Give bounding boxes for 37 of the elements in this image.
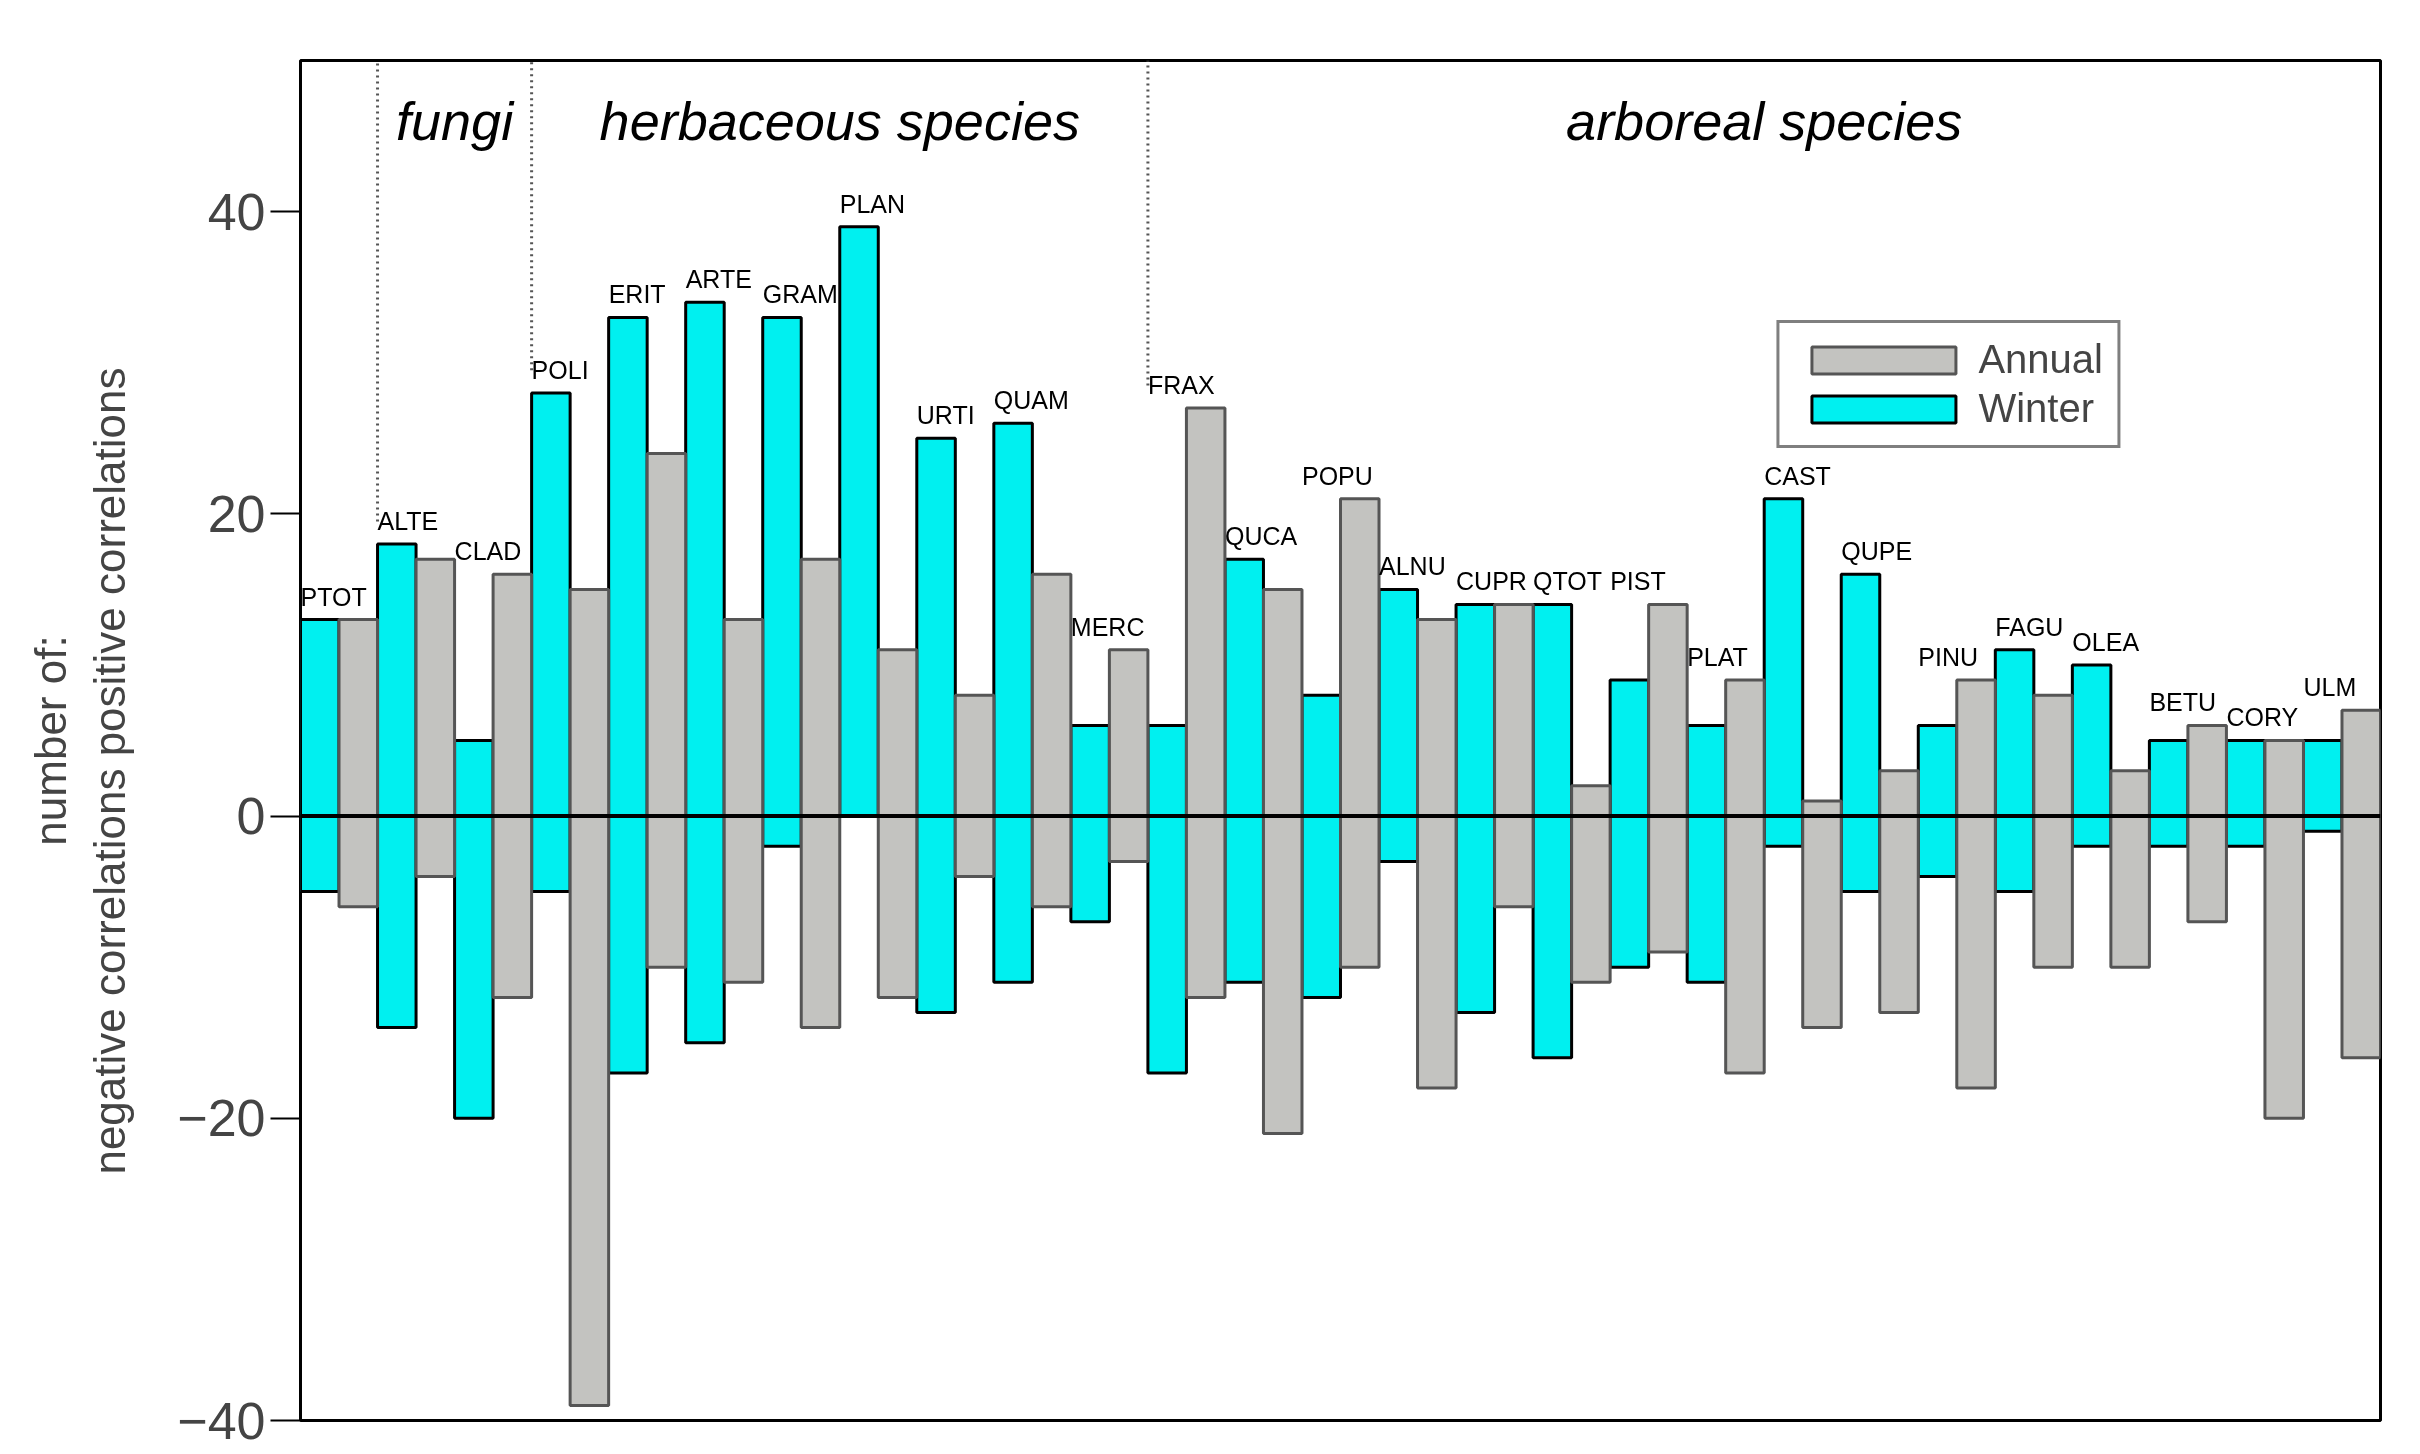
x-tick-label: QUCA (1224, 522, 1298, 551)
x-tick-label: ARTE (685, 265, 752, 294)
annotation: fungi (396, 90, 516, 151)
y-axis-title: number of: negative correlations positive correlations (26, 367, 135, 1175)
x-tick-label: ERIT (608, 280, 666, 309)
x-tick-label: QTOT (1533, 567, 1603, 596)
legend-label: Winter (1978, 386, 2095, 431)
annotation: arboreal species (1566, 90, 1963, 151)
x-tick-label: OLEA (2072, 627, 2140, 656)
x-tick-label: CORY (2226, 703, 2299, 732)
x-tick-label: CUPR (1456, 567, 1527, 596)
x-tick-label: PTOT (300, 582, 367, 611)
x-tick-label: PINU (1918, 642, 1979, 671)
x-tick-label: URTI (916, 401, 975, 430)
x-tick-label: PLAN (839, 189, 906, 218)
x-tick-label: POLI (531, 355, 589, 384)
x-tick-label: MERC (1070, 612, 1145, 641)
x-tick-label: POPU (1301, 461, 1373, 490)
y-tick-label: −40 (177, 1391, 266, 1450)
x-tick-label: QUPE (1841, 537, 1913, 566)
x-tick-label: ALTE (377, 506, 439, 535)
y-tick-label: −20 (177, 1089, 266, 1148)
x-tick-label: FRAX (1147, 370, 1215, 399)
x-tick-label: FAGU (1995, 612, 2064, 641)
annotation: herbaceous species (599, 90, 1080, 151)
x-tick-label: QUAM (993, 386, 1069, 415)
y-tick-label: 0 (236, 787, 266, 846)
y-tick-label: 20 (207, 484, 266, 543)
x-tick-label: CLAD (454, 537, 522, 566)
y-tick-label: 40 (207, 182, 266, 241)
x-tick-label: ULM (2303, 673, 2357, 702)
x-tick-label: PIST (1610, 567, 1666, 596)
x-tick-label: CAST (1764, 461, 1831, 490)
x-tick-label: PLAT (1687, 642, 1748, 671)
x-tick-label: BETU (2149, 688, 2217, 717)
legend-label: Annual (1978, 337, 2103, 382)
x-tick-label: GRAM (762, 280, 838, 309)
